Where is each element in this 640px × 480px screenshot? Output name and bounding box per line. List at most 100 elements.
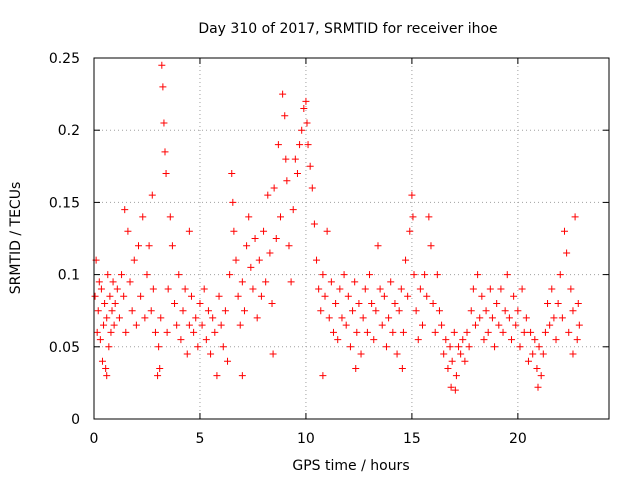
data-point — [575, 321, 583, 329]
data-point — [416, 285, 424, 293]
data-point — [177, 336, 185, 344]
data-point — [486, 285, 494, 293]
data-point — [302, 97, 310, 105]
data-point — [243, 242, 251, 250]
data-point — [397, 285, 405, 293]
data-point — [398, 364, 406, 372]
data-point — [409, 213, 417, 221]
data-point — [315, 285, 323, 293]
data-point — [168, 242, 176, 250]
data-point — [143, 271, 151, 279]
data-point — [96, 336, 104, 344]
data-point — [476, 314, 484, 322]
data-point — [277, 213, 285, 221]
data-point — [529, 350, 537, 358]
data-point — [425, 213, 433, 221]
data-point — [109, 278, 117, 286]
data-point — [161, 148, 169, 156]
data-point — [304, 141, 312, 149]
data-point — [493, 299, 501, 307]
data-point — [209, 314, 217, 322]
data-point — [569, 307, 577, 315]
data-point — [431, 328, 439, 336]
data-point — [399, 328, 407, 336]
data-point — [285, 242, 293, 250]
data-point — [395, 307, 403, 315]
data-point — [522, 314, 530, 322]
data-point — [100, 321, 108, 329]
axis-ticks — [93, 57, 609, 420]
data-point — [410, 271, 418, 279]
data-point — [122, 328, 130, 336]
data-point — [556, 271, 564, 279]
data-point — [459, 336, 467, 344]
data-point — [435, 307, 443, 315]
data-point — [291, 155, 299, 163]
data-point — [279, 90, 287, 98]
data-point — [185, 227, 193, 235]
data-point — [438, 321, 446, 329]
data-point — [440, 350, 448, 358]
data-point — [130, 256, 138, 264]
data-point — [488, 314, 496, 322]
data-point — [349, 307, 357, 315]
data-point — [427, 242, 435, 250]
data-points — [91, 61, 583, 394]
x-tick-label: 20 — [509, 431, 527, 447]
data-point — [469, 285, 477, 293]
data-point — [166, 213, 174, 221]
data-point — [321, 292, 329, 300]
data-point — [325, 314, 333, 322]
data-point — [120, 292, 128, 300]
data-point — [110, 321, 118, 329]
data-point — [336, 285, 344, 293]
data-point — [359, 314, 367, 322]
data-point — [480, 336, 488, 344]
data-point — [106, 292, 114, 300]
data-point — [148, 191, 156, 199]
data-point — [452, 372, 460, 380]
data-point — [313, 256, 321, 264]
data-point — [207, 350, 215, 358]
data-point — [550, 314, 558, 322]
data-point — [508, 336, 516, 344]
data-point — [94, 307, 102, 315]
data-point — [363, 328, 371, 336]
data-point — [461, 357, 469, 365]
data-point — [226, 271, 234, 279]
data-point — [531, 336, 539, 344]
data-point — [429, 299, 437, 307]
data-point — [213, 372, 221, 380]
data-point — [346, 343, 354, 351]
data-point — [344, 292, 352, 300]
x-tick-labels: 0 5 10 15 20 — [90, 431, 527, 447]
data-point — [103, 372, 111, 380]
data-point — [539, 350, 547, 358]
data-point — [512, 321, 520, 329]
data-point — [232, 256, 240, 264]
data-point — [215, 292, 223, 300]
data-point — [147, 307, 155, 315]
data-point — [118, 271, 126, 279]
x-axis-label: GPS time / hours — [292, 458, 409, 474]
data-point — [510, 292, 518, 300]
data-point — [495, 321, 503, 329]
data-point — [447, 383, 455, 391]
data-point — [132, 321, 140, 329]
data-point — [380, 292, 388, 300]
data-point — [229, 198, 237, 206]
data-point — [190, 328, 198, 336]
data-point — [408, 191, 416, 199]
data-point — [355, 299, 363, 307]
y-tick-label: 0.2 — [58, 123, 80, 139]
data-point — [192, 314, 200, 322]
data-point — [105, 343, 113, 351]
data-point — [217, 321, 225, 329]
data-point — [115, 314, 123, 322]
data-point — [156, 364, 164, 372]
data-point — [158, 61, 166, 69]
data-point — [111, 299, 119, 307]
data-point — [332, 299, 340, 307]
data-point — [406, 227, 414, 235]
plot-frame — [93, 57, 610, 420]
